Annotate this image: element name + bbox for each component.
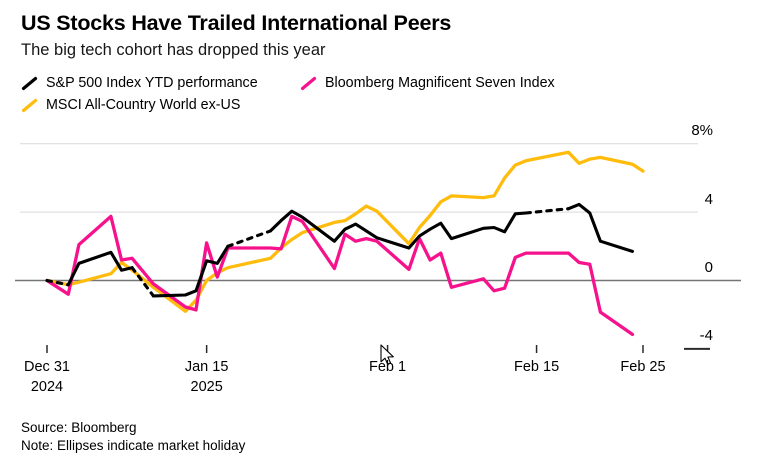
- line-swatch-icon: [300, 76, 317, 90]
- holiday-dashed-segment-s-p-500-index-ytd-performance: [524, 207, 571, 215]
- y-axis-label-neg4: -4: [699, 327, 713, 345]
- line-swatch-icon: [21, 98, 38, 112]
- series-line-s-p-500-index-ytd-performance: [566, 202, 634, 253]
- series-line-s-p-500-index-ytd-performance: [66, 250, 134, 287]
- x-axis-ticks: [46, 345, 644, 353]
- x-axis-label-jan15: Jan 15 2025: [184, 359, 229, 395]
- mouse-cursor: [380, 344, 394, 365]
- chart-subtitle: The big tech cohort has dropped this yea…: [21, 41, 326, 59]
- series-line-s-p-500-index-ytd-performance: [268, 209, 528, 250]
- legend-item-sp500: S&P 500 Index YTD performance: [21, 73, 258, 93]
- legend-item-msci: MSCI All-Country World ex-US: [21, 95, 240, 115]
- series-line-bloomberg-magnificent-seven-index: [45, 214, 635, 337]
- y-axis-label-0: 0: [704, 259, 713, 276]
- gridlines: [15, 143, 741, 350]
- holiday-dashed-segment-s-p-500-index-ytd-performance: [226, 229, 273, 248]
- legend-label-sp500: S&P 500 Index YTD performance: [46, 75, 258, 91]
- x-axis-label-dec31: Dec 31 2024: [24, 359, 70, 395]
- series-lines: [45, 150, 645, 337]
- legend-label-msci: MSCI All-Country World ex-US: [46, 97, 241, 113]
- y-axis-label-8: 8%: [691, 122, 713, 140]
- note-text: Note: Ellipses indicate market holiday: [21, 438, 246, 453]
- legend-label-mag7: Bloomberg Magnificent Seven Index: [325, 75, 555, 91]
- line-swatch-icon: [21, 76, 38, 90]
- holiday-dashed-segment-s-p-500-index-ytd-performance: [45, 278, 70, 287]
- holiday-dashed-segment-s-p-500-index-ytd-performance: [130, 266, 155, 298]
- series-line-s-p-500-index-ytd-performance: [151, 244, 230, 298]
- series-line-msci-all-country-world-ex-us: [45, 150, 645, 313]
- legend-item-mag7: Bloomberg Magnificent Seven Index: [300, 73, 555, 93]
- x-axis-label-feb25: Feb 25: [620, 359, 666, 375]
- x-axis-label-feb1: Feb 1: [369, 359, 407, 375]
- source-text: Source: Bloomberg: [21, 420, 137, 435]
- x-axis-label-feb15: Feb 15: [513, 359, 560, 375]
- y-axis-label-4: 4: [704, 190, 713, 208]
- chart-title: US Stocks Have Trailed International Pee…: [21, 11, 452, 35]
